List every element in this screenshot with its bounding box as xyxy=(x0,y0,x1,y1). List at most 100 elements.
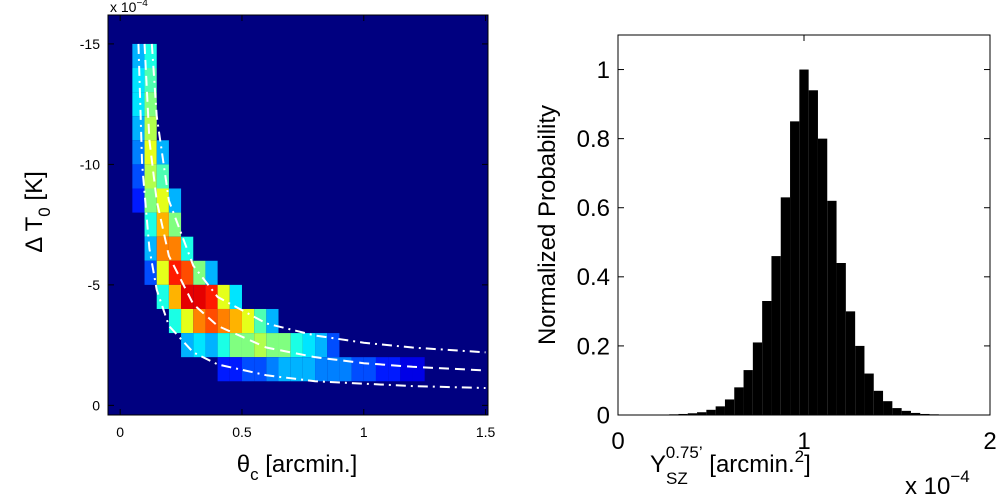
bar xyxy=(734,387,744,415)
heat-cell xyxy=(315,357,328,382)
label-unit: [K] xyxy=(21,171,48,207)
heat-cell xyxy=(156,284,169,309)
heat-cell xyxy=(241,357,255,382)
y-tick-label: 0 xyxy=(597,402,610,429)
bar xyxy=(901,410,911,415)
bar xyxy=(762,301,772,415)
heat-cell xyxy=(181,260,194,285)
heat-cell xyxy=(144,236,157,261)
heat-cell xyxy=(290,333,303,358)
x-multiplier: x 10−4 xyxy=(905,467,970,500)
heat-cell xyxy=(339,357,352,382)
heat-cell xyxy=(168,308,182,334)
heat-cell xyxy=(241,333,255,358)
heat-cell xyxy=(193,284,206,309)
heat-cell xyxy=(156,236,169,261)
label-unit-end: ] xyxy=(804,451,811,478)
x-axis-label: θc [arcmin.] xyxy=(237,451,358,484)
x-tick-label: 0 xyxy=(116,424,124,440)
bar xyxy=(780,197,791,415)
heat-cell xyxy=(229,308,242,334)
curve xyxy=(143,43,486,372)
heat-cell xyxy=(132,188,145,213)
heat-cell xyxy=(266,333,279,358)
heat-cell xyxy=(241,308,255,334)
x-tick-label: 1.5 xyxy=(476,424,496,440)
heat-cell xyxy=(302,333,316,358)
multiplier-base: x 10 xyxy=(905,473,950,500)
y-tick-label: 0 xyxy=(92,397,100,413)
heat-cell xyxy=(205,260,218,285)
heat-cell xyxy=(278,357,291,382)
heat-cell xyxy=(156,260,169,285)
bar xyxy=(817,138,828,416)
x-axis-label: YSZ 0.75’ [arcmin.2] xyxy=(650,443,811,488)
heat-cell xyxy=(132,116,145,141)
x-tick-label: 0.5 xyxy=(232,424,252,440)
x-tick-label: 1 xyxy=(797,428,810,455)
heat-cell xyxy=(363,357,376,382)
bar xyxy=(864,373,874,415)
bar xyxy=(855,345,865,415)
x-tick-label: 2 xyxy=(983,428,996,455)
heat-cell xyxy=(217,333,230,358)
multiplier-base: x 10 xyxy=(110,0,137,15)
heat-cell xyxy=(132,43,145,69)
x-tick-label: 0 xyxy=(611,428,624,455)
heat-cell xyxy=(193,333,206,358)
heat-cell xyxy=(327,333,340,358)
bar xyxy=(678,413,688,415)
y-axis-label: Normalized Probability xyxy=(534,105,561,345)
label-sub: 0 xyxy=(35,207,54,216)
label-sup: 0.75’ xyxy=(666,443,703,462)
bar xyxy=(743,370,753,415)
heat-cell xyxy=(181,284,194,309)
heat-cell xyxy=(400,357,413,382)
heat-cell xyxy=(144,116,157,141)
y-multiplier: x 10−4 xyxy=(110,0,148,15)
heat-cell xyxy=(278,333,291,358)
label-sub: SZ xyxy=(666,469,688,488)
bar xyxy=(883,401,893,415)
bar xyxy=(697,412,707,415)
axes-box xyxy=(617,34,991,416)
y-axis-label: Δ T0 [K] xyxy=(21,171,54,253)
bar xyxy=(910,412,921,415)
heat-cell xyxy=(156,188,169,213)
heat-cell xyxy=(168,284,182,309)
label-symbol: Y xyxy=(650,451,666,478)
heat-cell xyxy=(217,284,230,309)
heat-cell xyxy=(205,284,218,309)
heat-cell xyxy=(132,92,145,117)
x-tick-label: 1 xyxy=(360,424,368,440)
heat-cell xyxy=(351,357,364,382)
heat-cell xyxy=(302,357,316,382)
y-tick-label: 0.6 xyxy=(577,195,610,222)
bar xyxy=(920,413,930,415)
label-unit: [arcmin.] xyxy=(259,451,358,478)
label-symbol: θ xyxy=(237,451,250,478)
bar xyxy=(808,90,818,415)
heat-cell xyxy=(168,260,182,285)
y-tick-label: 0.2 xyxy=(577,333,610,360)
heat-cell xyxy=(144,212,157,237)
y-tick-label: 0.4 xyxy=(577,264,610,291)
label-sub: c xyxy=(250,465,259,484)
y-tick-label: 0.8 xyxy=(577,126,610,153)
heat-cell xyxy=(229,333,242,358)
heat-cell xyxy=(193,308,206,334)
label-symbol: Δ T xyxy=(21,216,48,252)
label-unit: [arcmin. xyxy=(703,451,795,478)
heat-cell xyxy=(168,236,182,261)
curve xyxy=(150,43,486,354)
multiplier-exp: −4 xyxy=(950,467,969,486)
heat-cell xyxy=(156,140,169,165)
heat-cell xyxy=(132,164,145,189)
heat-cell xyxy=(266,308,279,334)
bar xyxy=(892,408,902,415)
heat-cell xyxy=(205,333,218,358)
heat-cell xyxy=(327,357,340,382)
heat-cell xyxy=(254,333,267,358)
bar xyxy=(687,413,698,415)
